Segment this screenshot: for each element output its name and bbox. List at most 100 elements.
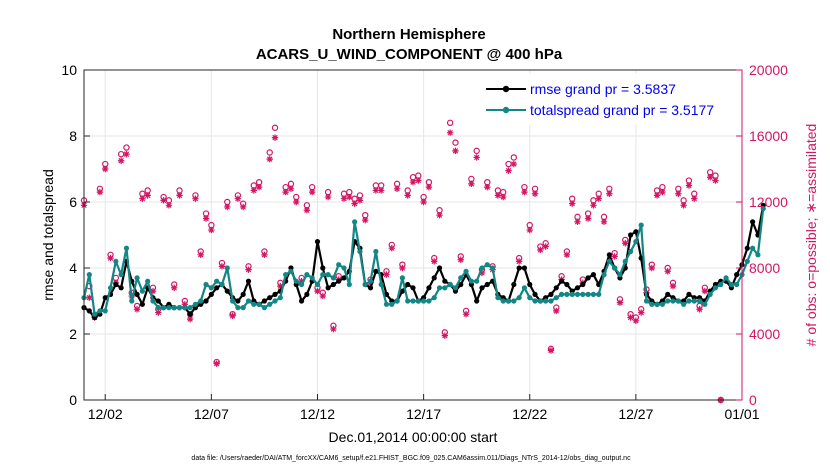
totalspread-point [187, 305, 193, 311]
rmse-point [564, 281, 570, 288]
obs-assimilated-point [505, 167, 512, 174]
totalspread-point [665, 298, 671, 304]
rmse-point [314, 239, 321, 245]
totalspread-point [516, 295, 522, 301]
totalspread-point [272, 298, 278, 304]
totalspread-point [681, 301, 687, 307]
rmse-point [474, 298, 480, 304]
totalspread-point [691, 298, 697, 304]
obs-assimilated-point [123, 150, 130, 158]
obs-assimilated-point [659, 188, 666, 196]
rmse-point [665, 291, 671, 297]
y2-tick-label: 8000 [749, 260, 780, 276]
totalspread-point [489, 265, 496, 271]
totalspread-point [415, 298, 421, 304]
obs-assimilated-point [515, 258, 523, 265]
obs-assimilated-point [622, 240, 629, 247]
obs-possible-point [271, 124, 279, 131]
totalspread-point [505, 298, 512, 304]
legend-box [477, 73, 739, 125]
obs-assimilated-point [436, 212, 443, 219]
y2-tick-label: 0 [749, 392, 757, 408]
y-tick-label: 2 [69, 326, 77, 342]
rmse-point [431, 275, 437, 281]
totalspread-point [484, 262, 490, 268]
x-tick-label: 01/01 [724, 406, 759, 422]
obs-assimilated-point [181, 301, 189, 308]
rmse-point [633, 229, 639, 235]
y2-axis-label: # of obs: o=possible; ∗=assimilated [803, 124, 819, 347]
obs-assimilated-point [526, 226, 533, 234]
rmse-point [479, 285, 485, 291]
totalspread-point [118, 272, 124, 278]
rmse-point [521, 265, 528, 271]
obs-assimilated-point [611, 253, 618, 260]
rmse-point [224, 288, 230, 294]
obs-assimilated-point [457, 256, 464, 263]
totalspread-point [564, 291, 570, 297]
totalspread-point [670, 298, 676, 304]
totalspread-point [707, 291, 713, 297]
totalspread-point [612, 265, 618, 271]
totalspread-point [399, 275, 405, 281]
rmse-point [214, 285, 220, 291]
y-tick-label: 6 [69, 194, 77, 210]
obs-assimilated-point [160, 197, 167, 204]
rmse-point [336, 278, 342, 284]
rmse-point [139, 301, 145, 307]
obs-assimilated-point [701, 287, 709, 295]
legend: rmse grand pr = 3.5837 totalspread grand… [477, 73, 739, 125]
obs-assimilated-point [213, 360, 220, 367]
totalspread-point [171, 305, 177, 311]
rmse-point [426, 285, 432, 291]
totalspread-point [543, 298, 549, 304]
totalspread-point [750, 245, 756, 251]
obs-assimilated-point [431, 258, 438, 265]
totalspread-point [245, 298, 252, 304]
totalspread-point [500, 298, 506, 304]
obs-assimilated-point [383, 271, 390, 278]
rmse-point [155, 298, 161, 304]
y2-tick-label: 16000 [749, 128, 788, 144]
y2-tick-label: 12000 [749, 194, 788, 210]
legend-totalspread-marker [502, 106, 510, 114]
totalspread-point [463, 268, 469, 274]
obs-assimilated-point [393, 185, 401, 192]
obs-possible-point [266, 149, 273, 156]
rmse-point [627, 232, 634, 238]
totalspread-point [309, 275, 315, 281]
obs-assimilated-point [102, 165, 109, 173]
totalspread-point [421, 298, 427, 304]
obs-assimilated-point [303, 207, 311, 214]
obs-assimilated-point [547, 347, 555, 354]
obs-possible-point [452, 139, 459, 146]
totalspread-point [436, 285, 443, 291]
rmse-point [240, 291, 246, 297]
totalspread-point [654, 301, 660, 307]
legend-rmse-marker [502, 85, 510, 93]
obs-assimilated-point [500, 193, 507, 201]
obs-assimilated-point [521, 188, 528, 196]
totalspread-point [139, 288, 145, 294]
totalspread-point [511, 298, 517, 304]
obs-assimilated-point [186, 315, 194, 323]
obs-assimilated-point [712, 177, 719, 184]
rmse-point [527, 281, 533, 288]
totalspread-point [405, 298, 411, 304]
rmse-point [187, 311, 193, 317]
y-tick-label: 0 [69, 392, 77, 408]
obs-assimilated-point [531, 190, 539, 197]
obs-assimilated-point [171, 284, 178, 291]
totalspread-point [261, 305, 268, 311]
totalspread-point [352, 219, 358, 225]
rmse-point [134, 291, 140, 297]
totalspread-point [214, 278, 220, 284]
totalspread-point [675, 298, 681, 304]
obs-assimilated-point [324, 193, 332, 201]
obs-assimilated-point [484, 183, 491, 191]
obs-assimilated-point [574, 218, 581, 225]
obs-assimilated-point [165, 202, 173, 209]
totalspread-point [495, 295, 501, 301]
y-tick-label: 8 [69, 128, 77, 144]
totalspread-point [277, 295, 283, 301]
